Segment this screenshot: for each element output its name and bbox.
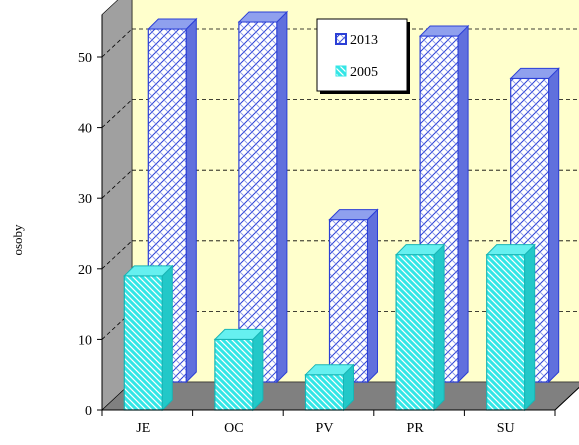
- bar-2005-oc: [213, 328, 265, 412]
- bar-2013-je-top: [147, 18, 198, 30]
- legend-label-2013: 2013: [350, 33, 378, 48]
- bar-2013-oc: [237, 10, 289, 384]
- x-tick-label-oc: OC: [224, 421, 243, 436]
- bar-2005-pv-front: [304, 374, 345, 411]
- bar-2005-su-top: [485, 244, 536, 256]
- y-tick-label: 0: [85, 404, 92, 419]
- axes: [97, 14, 579, 416]
- legend-item-2013: 2013: [335, 33, 378, 48]
- bar-2005-pr-top: [394, 244, 446, 256]
- bar-2005-pv-top: [304, 364, 355, 376]
- y-tick-label: 10: [78, 333, 92, 348]
- bar-2005-oc-top: [213, 328, 265, 340]
- bar-2005-pr: [394, 243, 446, 412]
- floor-edge-right: [554, 386, 579, 411]
- bar-2005-je-front: [123, 275, 163, 411]
- bar-2013-pv: [328, 208, 379, 384]
- bar-2013-oc-top: [237, 11, 289, 23]
- bar-2005-je-side: [161, 264, 173, 412]
- y-axis-label: osoby: [10, 224, 25, 256]
- bar-2005-su-side: [524, 243, 536, 412]
- bar-2005-pv: [304, 363, 355, 412]
- bar-2013-je-side: [185, 17, 197, 384]
- bar-2013-su-top: [509, 67, 560, 79]
- y-tick-labels: 0 10 20 30 40 50: [78, 51, 92, 419]
- x-tick-label-je: JE: [136, 421, 150, 436]
- bar-2005-oc-front: [214, 338, 254, 411]
- legend-swatch-2013: [335, 33, 347, 45]
- legend-item-2005: 2005: [335, 65, 378, 80]
- bar-2005-su-front: [486, 254, 526, 411]
- x-tick-label-su: SU: [497, 421, 515, 436]
- bar-2005-pr-side: [433, 243, 445, 412]
- bar-2013-pr-top: [418, 25, 470, 37]
- bar-2005-je-top: [123, 265, 174, 277]
- bar-2013-su-side: [548, 67, 560, 384]
- bar-2013-pv-front: [328, 219, 369, 383]
- y-tick-label: 30: [78, 192, 92, 207]
- y-tick-label: 20: [78, 263, 92, 278]
- bar-2013-oc-side: [276, 10, 288, 384]
- x-tick-label-pv: PV: [316, 421, 334, 436]
- bar-2013-pr-side: [457, 24, 469, 384]
- y-tick-label: 40: [78, 122, 92, 137]
- bar-2005-je: [123, 264, 174, 412]
- bar-2013-oc-front: [238, 21, 278, 383]
- series-2005-bars: [123, 243, 536, 412]
- bar-2005-su: [485, 243, 536, 412]
- x-tick-label-pr: PR: [407, 421, 425, 436]
- bar-2013-pv-top: [328, 209, 379, 221]
- legend-swatch-2005: [335, 65, 347, 77]
- bar-2013-pv-side: [367, 208, 378, 384]
- legend-label-2005: 2005: [350, 65, 378, 80]
- legend: 2013 2005: [316, 18, 412, 96]
- bar-2005-oc-side: [252, 328, 264, 412]
- bar-2005-pr-front: [395, 254, 435, 411]
- y-tick-label: 50: [78, 51, 92, 66]
- x-tick-labels: JE OC PV PR SU: [136, 421, 514, 436]
